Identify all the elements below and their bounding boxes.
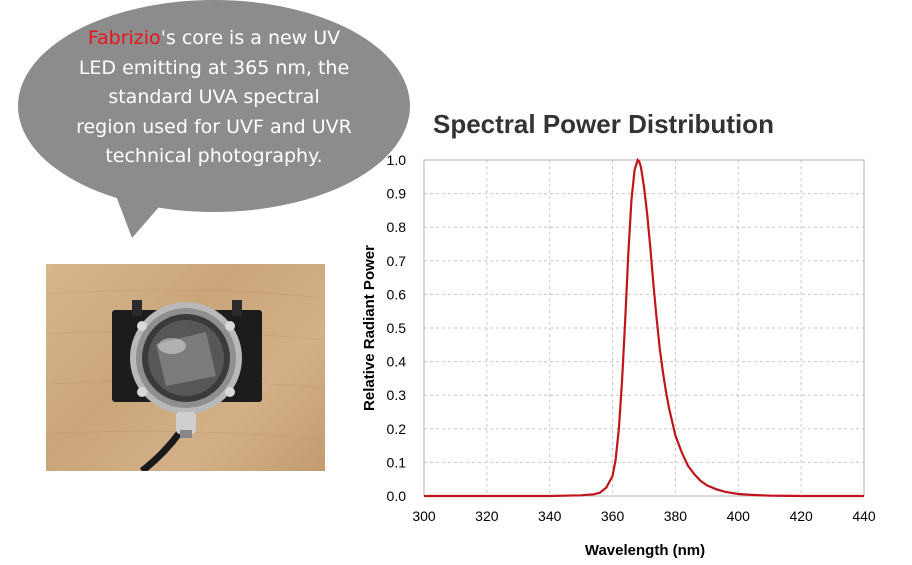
- x-tick-labels: 300 320 340 360 380 400 420 440: [412, 508, 876, 524]
- callout-text: Fabrizio's core is a new UV LED emitting…: [76, 24, 352, 172]
- y-tick-label: 0.5: [387, 320, 407, 336]
- chart-title: Spectral Power Distribution: [433, 109, 774, 139]
- y-tick-labels: 0.0 0.1 0.2 0.3 0.4 0.5 0.6 0.7 0.8 0.9 1.0: [387, 152, 407, 504]
- y-tick-label: 0.6: [387, 286, 407, 302]
- x-tick-label: 400: [727, 508, 751, 524]
- grid: [424, 160, 864, 496]
- x-tick-label: 380: [664, 508, 688, 524]
- callout-body: 's core is a new UV LED emitting at 365 …: [76, 27, 352, 167]
- y-tick-label: 0.3: [387, 387, 407, 403]
- y-tick-label: 0.9: [387, 186, 407, 202]
- x-tick-label: 440: [852, 508, 876, 524]
- y-tick-label: 0.2: [387, 421, 407, 437]
- x-axis-label: Wavelength (nm): [585, 542, 705, 559]
- callout-highlight: Fabrizio: [87, 27, 161, 49]
- y-axis-label: Relative Radiant Power: [361, 245, 378, 411]
- axes: [423, 159, 865, 497]
- y-tick-label: 0.8: [387, 219, 407, 235]
- y-tick-label: 0.7: [387, 253, 407, 269]
- product-photo: [46, 264, 325, 471]
- x-tick-label: 300: [412, 508, 436, 524]
- x-tick-label: 340: [538, 508, 562, 524]
- y-tick-label: 0.0: [387, 488, 407, 504]
- y-tick-label: 1.0: [387, 152, 407, 168]
- uv-led-lamp-icon: [46, 289, 325, 471]
- speech-bubble-shape: [18, 0, 410, 238]
- x-tick-label: 360: [601, 508, 625, 524]
- y-tick-label: 0.1: [387, 454, 407, 470]
- series-line: [424, 157, 864, 498]
- x-tick-label: 420: [789, 508, 813, 524]
- spectral-chart: Spectral Power Distribution 0.0 0.1 0.2 0.3…: [361, 109, 876, 559]
- x-tick-label: 320: [475, 508, 499, 524]
- plot-frame: [423, 159, 865, 497]
- y-tick-label: 0.4: [387, 354, 407, 370]
- speech-bubble: Fabrizio's core is a new UV LED emitting…: [0, 0, 420, 250]
